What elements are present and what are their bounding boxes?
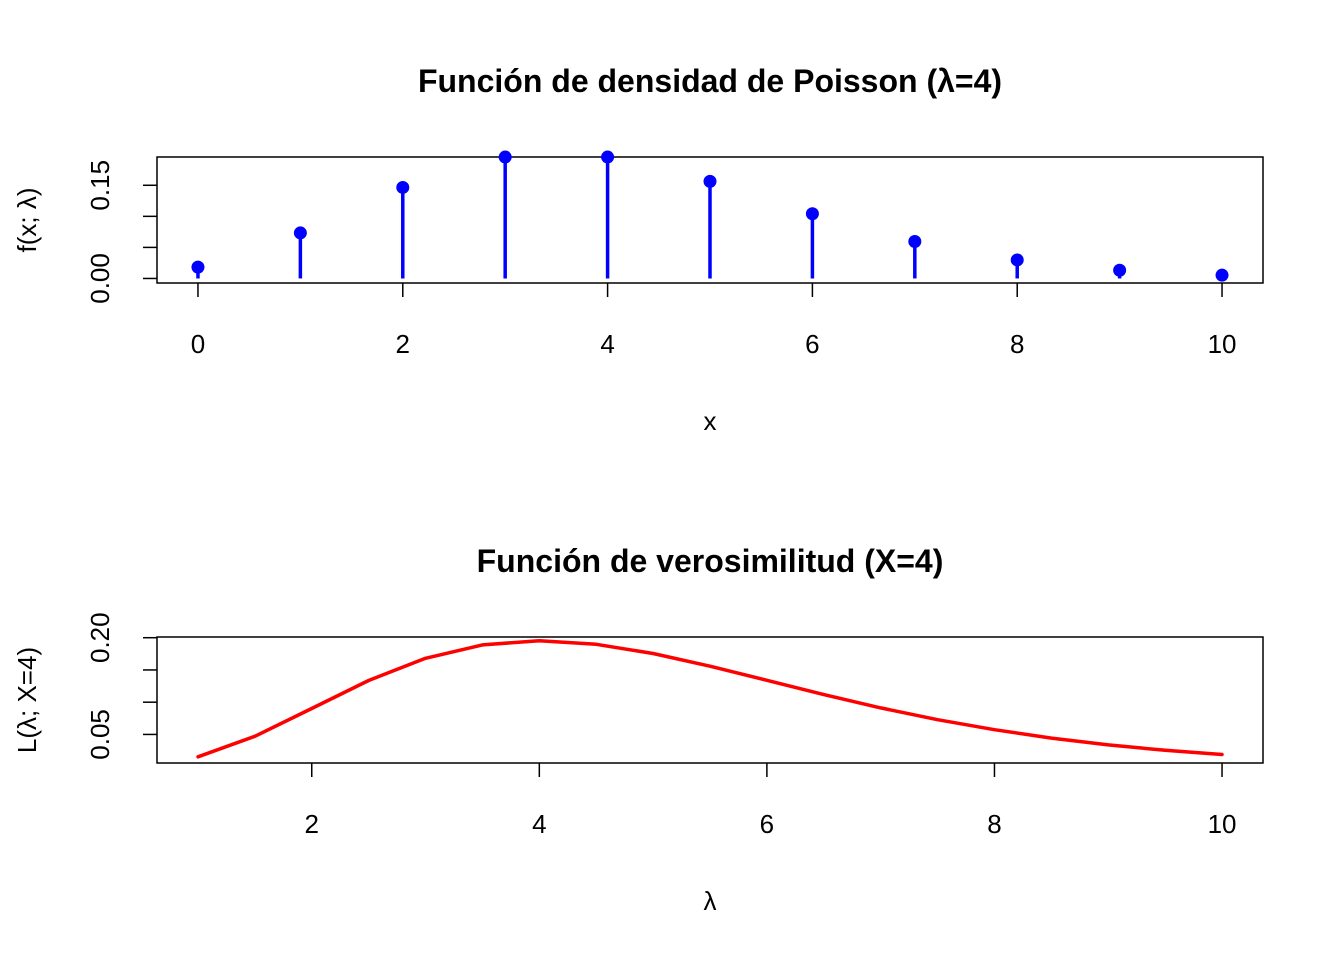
panel-poisson-density: Función de densidad de Poisson (λ=4) 0 2 4… [12,63,1264,436]
x-tick-label: 4 [600,329,614,359]
y-tick-label: 0.05 [85,709,115,760]
stem-point [703,174,717,188]
line-marks [196,638,1224,759]
x-tick-label: 2 [396,329,410,359]
y-tick-label: 0.15 [85,160,115,211]
stem-point [498,150,512,164]
x-tick-label: 2 [305,809,319,839]
plot-box [156,636,1264,764]
y-tick-label: 0.00 [85,253,115,304]
x-axis-label: λ [704,886,717,916]
chart-title: Función de verosimilitud (X=4) [477,543,944,579]
stem-point [293,226,307,240]
stem-point [908,234,922,248]
x-tick-label: 4 [532,809,546,839]
x-tick-label: 6 [760,809,774,839]
axis-ticks: 2 4 6 8 10 0.05 0.20 [85,612,1236,839]
stem-marks [191,150,1229,282]
stem-point [396,180,410,194]
y-axis-label: L(λ; X=4) [12,647,42,753]
y-tick-label: 0.20 [85,612,115,663]
x-tick-label: 10 [1208,809,1237,839]
x-axis-label: x [704,406,717,436]
axis-ticks: 0 2 4 6 8 10 0.00 0.15 [85,160,1236,359]
x-tick-label: 6 [805,329,819,359]
stem-point [1010,253,1024,267]
x-tick-label: 8 [987,809,1001,839]
plot-box [156,156,1264,284]
stem-point [191,260,205,274]
y-axis-label: f(x; λ) [12,188,42,253]
panel-likelihood: Función de verosimilitud (X=4) 2 4 6 8 10 0.0… [12,543,1264,916]
stem-point [1215,268,1229,282]
x-tick-label: 0 [191,329,205,359]
likelihood-line [196,638,1224,759]
x-tick-label: 8 [1010,329,1024,359]
stem-point [805,207,819,221]
chart-title: Función de densidad de Poisson (λ=4) [418,63,1002,99]
stem-point [601,150,615,164]
x-tick-label: 10 [1208,329,1237,359]
stem-point [1113,263,1127,277]
